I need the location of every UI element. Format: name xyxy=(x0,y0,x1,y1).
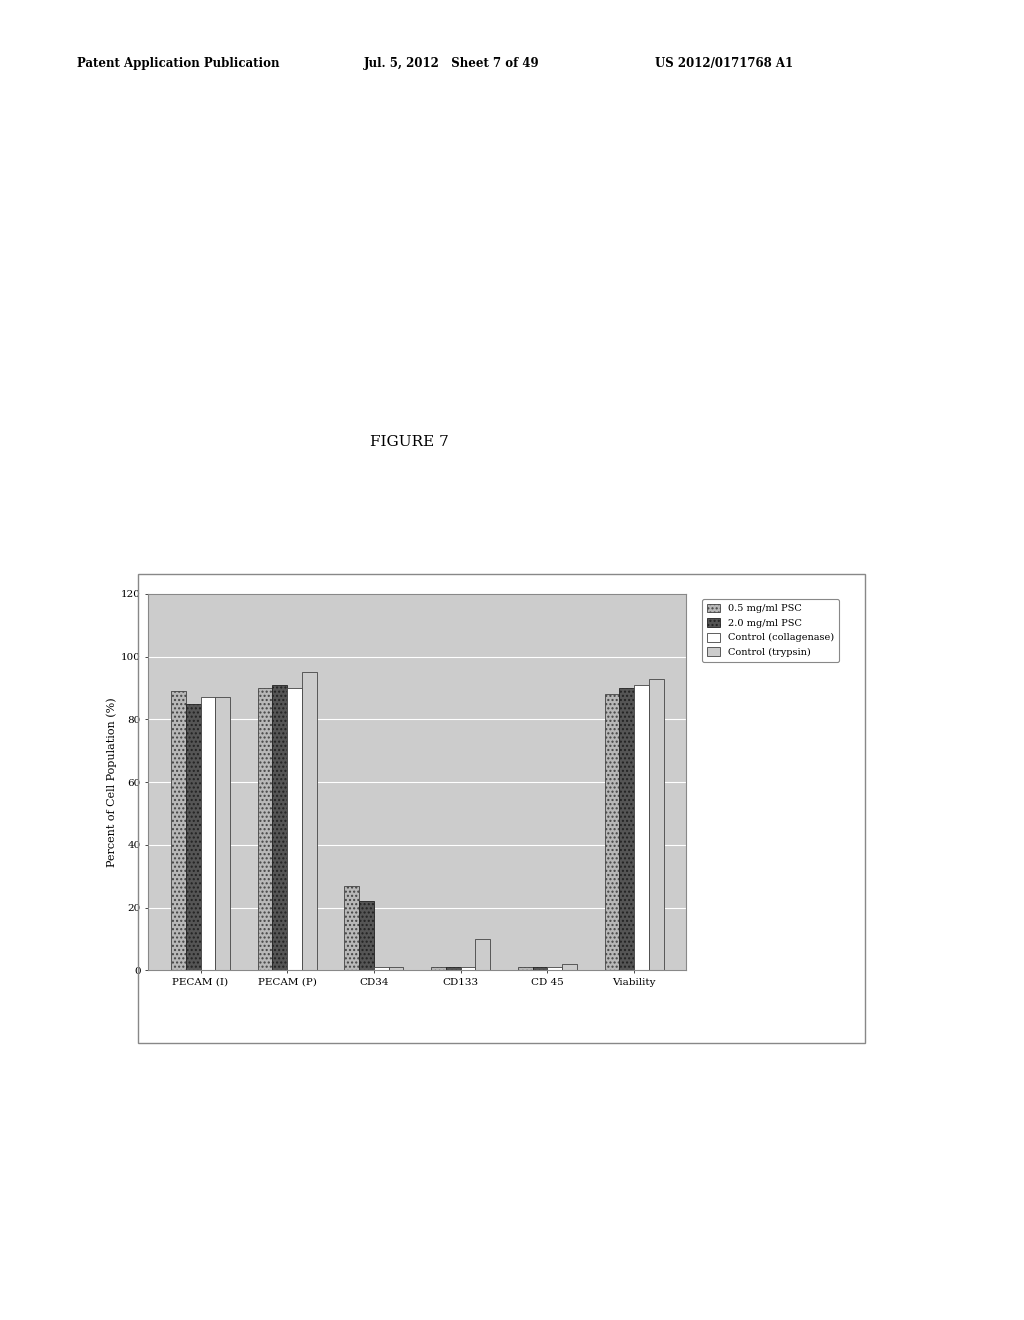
Bar xyxy=(302,672,316,970)
Bar xyxy=(620,688,634,970)
Bar xyxy=(389,968,403,970)
Legend: 0.5 mg/ml PSC, 2.0 mg/ml PSC, Control (collagenase), Control (trypsin): 0.5 mg/ml PSC, 2.0 mg/ml PSC, Control (c… xyxy=(701,599,839,661)
Bar xyxy=(431,968,445,970)
Bar xyxy=(272,685,287,970)
Bar xyxy=(475,939,490,970)
Bar xyxy=(548,968,562,970)
Bar xyxy=(201,697,215,970)
Y-axis label: Percent of Cell Population (%): Percent of Cell Population (%) xyxy=(106,697,117,867)
Bar xyxy=(604,694,620,970)
Bar xyxy=(185,704,201,970)
Bar xyxy=(562,964,577,970)
Text: Patent Application Publication: Patent Application Publication xyxy=(77,57,280,70)
Bar xyxy=(518,968,532,970)
Bar xyxy=(215,697,230,970)
Bar xyxy=(634,685,649,970)
Bar xyxy=(532,968,548,970)
Bar xyxy=(344,886,359,970)
Text: US 2012/0171768 A1: US 2012/0171768 A1 xyxy=(655,57,794,70)
Bar xyxy=(649,678,664,970)
Bar xyxy=(359,902,374,970)
Bar xyxy=(287,688,302,970)
Bar xyxy=(258,688,272,970)
Text: Jul. 5, 2012   Sheet 7 of 49: Jul. 5, 2012 Sheet 7 of 49 xyxy=(364,57,540,70)
Text: FIGURE 7: FIGURE 7 xyxy=(371,436,449,449)
Bar xyxy=(374,968,389,970)
Bar xyxy=(445,968,461,970)
Bar xyxy=(171,692,185,970)
Bar xyxy=(461,968,475,970)
